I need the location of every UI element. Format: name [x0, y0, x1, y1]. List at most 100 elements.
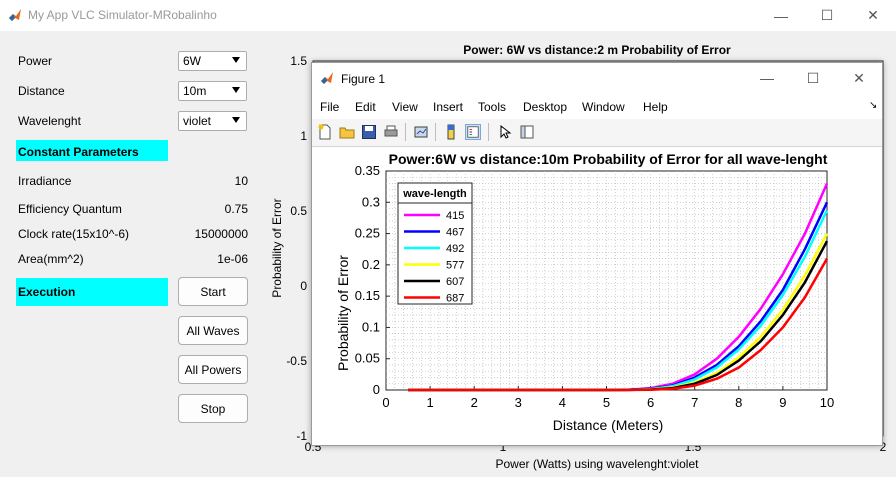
- x-tick-label: 2: [471, 395, 478, 410]
- matlab-logo-icon: [321, 72, 333, 84]
- clock-rate-value: 15000000: [194, 227, 248, 241]
- menu-file[interactable]: File: [320, 100, 340, 114]
- legend-title: wave-length: [402, 188, 467, 200]
- constant-parameters-header: Constant Parameters: [16, 140, 168, 161]
- legend-label-467: 467: [446, 227, 464, 239]
- y-tick-label: 0.25: [355, 226, 380, 241]
- figure-plot-title: Power:6W vs distance:10m Probability of …: [389, 151, 828, 167]
- legend-label-415: 415: [446, 210, 464, 222]
- area-value: 1e-06: [217, 252, 248, 266]
- wavelength-value: violet: [183, 114, 212, 128]
- main-plot-ylabel: Probability of Error: [270, 198, 284, 297]
- figure-menu-bar: File Edit View Insert Tools Desktop Wind…: [312, 93, 882, 119]
- matlab-logo-icon: [9, 9, 21, 21]
- maximize-icon: ☐: [820, 7, 834, 23]
- close-button[interactable]: ✕: [850, 0, 896, 31]
- figure-minimize-button[interactable]: —: [744, 63, 790, 93]
- y-tick-label: 1: [300, 129, 307, 143]
- chevron-down-icon: [232, 87, 240, 93]
- start-button[interactable]: Start: [178, 277, 248, 306]
- app-title-bar: My App VLC Simulator-MRobalinho — ☐ ✕: [0, 0, 896, 31]
- all-waves-button[interactable]: All Waves: [178, 316, 248, 345]
- menu-view[interactable]: View: [392, 100, 418, 114]
- figure-plot-ylabel: Probability of Error: [335, 255, 351, 371]
- area-label: Area(mm^2): [18, 252, 84, 266]
- series-line-687: [408, 257, 829, 392]
- menu-insert[interactable]: Insert: [433, 100, 464, 114]
- legend-label-687: 687: [446, 293, 464, 305]
- y-tick-label: 0.15: [355, 288, 380, 303]
- main-plot-title: Power: 6W vs distance:2 m Probability of…: [463, 43, 731, 57]
- x-tick-label: 3: [515, 395, 522, 410]
- chevron-down-icon: [232, 117, 240, 123]
- menu-window[interactable]: Window: [582, 100, 625, 114]
- y-tick-label: -0.5: [286, 354, 307, 368]
- property-editor-icon[interactable]: [519, 124, 535, 140]
- irradiance-label: Irradiance: [18, 174, 72, 188]
- x-tick-label: 0: [382, 395, 389, 410]
- x-tick-label: 2: [880, 440, 887, 454]
- legend-icon[interactable]: [465, 124, 481, 140]
- x-tick-label: 5: [603, 395, 610, 410]
- irradiance-value: 10: [234, 174, 248, 188]
- legend-label-492: 492: [446, 243, 464, 255]
- power-value: 6W: [183, 54, 201, 68]
- x-tick-label: 7: [691, 395, 698, 410]
- maximize-button[interactable]: ☐: [804, 0, 850, 31]
- distance-dropdown[interactable]: 10m: [178, 81, 247, 101]
- minimize-icon: —: [760, 70, 774, 86]
- menu-edit[interactable]: Edit: [355, 100, 376, 114]
- figure-title: Figure 1: [341, 72, 386, 86]
- wavelength-label: Wavelenght: [18, 114, 81, 128]
- y-tick-label: 0.2: [362, 257, 380, 272]
- menu-desktop[interactable]: Desktop: [523, 100, 568, 114]
- new-figure-icon[interactable]: [317, 124, 333, 140]
- figure-plot-xlabel: Distance (Meters): [553, 417, 663, 433]
- figure-title-bar: Figure 1 — ☐ ✕: [312, 63, 882, 93]
- y-tick-label: 0.3: [362, 194, 380, 209]
- power-dropdown[interactable]: 6W: [178, 51, 247, 71]
- figure-plot: Power:6W vs distance:10m Probability of …: [312, 147, 882, 445]
- x-tick-label: 9: [779, 395, 786, 410]
- toolbar-separator: [405, 123, 406, 141]
- save-icon[interactable]: [361, 124, 377, 140]
- stop-button[interactable]: Stop: [178, 394, 248, 423]
- y-tick-label: 0.1: [362, 319, 380, 334]
- y-tick-label: 0.05: [355, 351, 380, 366]
- y-tick-label: 0: [300, 279, 307, 293]
- x-tick-label: 8: [735, 395, 742, 410]
- menu-tools[interactable]: Tools: [478, 100, 507, 114]
- all-powers-button[interactable]: All Powers: [178, 355, 248, 384]
- figure-maximize-button[interactable]: ☐: [790, 63, 836, 93]
- menu-overflow-icon[interactable]: ↘: [869, 100, 878, 111]
- x-tick-label: 6: [647, 395, 654, 410]
- x-tick-label: 1: [426, 395, 433, 410]
- toolbar-separator: [488, 123, 489, 141]
- close-icon: ✕: [867, 7, 879, 23]
- figure-window[interactable]: Figure 1 — ☐ ✕ File Edit View Insert Too…: [311, 62, 883, 446]
- clock-rate-label: Clock rate(15x10^-6): [18, 227, 130, 241]
- app-title: My App VLC Simulator-MRobalinho: [28, 8, 217, 22]
- distance-label: Distance: [18, 84, 65, 98]
- y-tick-label: 0: [373, 382, 380, 397]
- y-tick-label: 0.5: [290, 204, 307, 218]
- minimize-icon: —: [774, 7, 788, 24]
- minimize-button[interactable]: —: [758, 0, 804, 31]
- x-tick-label: 4: [559, 395, 566, 410]
- figure-close-button[interactable]: ✕: [836, 63, 882, 93]
- x-tick-label: 1: [500, 440, 507, 454]
- wavelength-dropdown[interactable]: violet: [178, 111, 247, 131]
- y-tick-label: -1: [296, 429, 307, 443]
- menu-help[interactable]: Help: [643, 100, 668, 114]
- close-icon: ✕: [853, 69, 865, 86]
- y-tick-label: 0.35: [355, 163, 380, 178]
- execution-header: Execution: [16, 278, 168, 306]
- maximize-icon: ☐: [806, 69, 820, 86]
- pointer-icon[interactable]: [497, 124, 513, 140]
- colorbar-icon[interactable]: [443, 124, 459, 140]
- distance-value: 10m: [183, 84, 207, 98]
- efficiency-value: 0.75: [224, 202, 248, 216]
- print-icon[interactable]: [383, 124, 399, 140]
- link-plot-icon[interactable]: [413, 124, 429, 140]
- open-file-icon[interactable]: [339, 124, 355, 140]
